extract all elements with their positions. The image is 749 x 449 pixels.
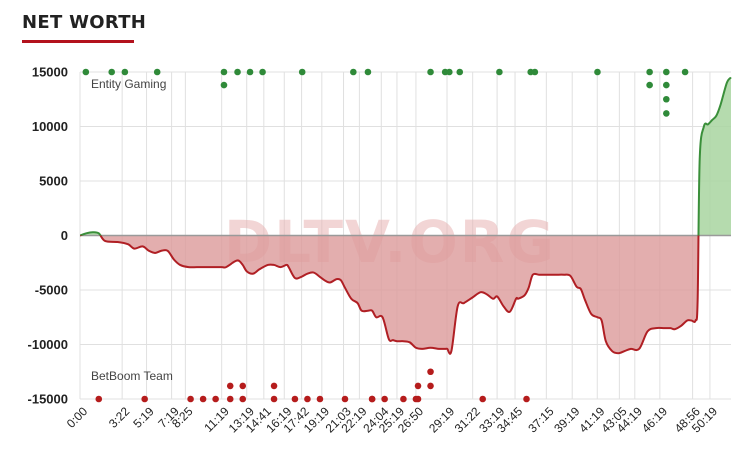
dire-event-dot bbox=[304, 395, 311, 403]
dire-event-dot bbox=[212, 395, 219, 403]
dire-event-dot bbox=[270, 382, 278, 390]
x-tick-label: 5:19 bbox=[130, 404, 157, 431]
dire-event-dot bbox=[239, 395, 247, 403]
y-tick-label: 0 bbox=[61, 228, 68, 243]
line-layer bbox=[80, 76, 732, 355]
dire-event-dot bbox=[479, 395, 487, 403]
radiant-event-dot bbox=[234, 68, 241, 76]
radiant-event-dot bbox=[663, 110, 670, 117]
radiant-event-dot bbox=[646, 81, 653, 89]
dire-event-dot bbox=[95, 395, 103, 403]
x-tick-label: 29:19 bbox=[426, 404, 457, 435]
dire-event-dot bbox=[523, 395, 530, 403]
dire-event-dot bbox=[270, 395, 278, 403]
radiant-event-dot bbox=[220, 81, 228, 89]
radiant-event-dot bbox=[681, 68, 689, 76]
dire-event-dot bbox=[400, 395, 407, 403]
radiant-event-dot bbox=[220, 68, 228, 76]
dire-event-dot bbox=[239, 382, 247, 390]
radiant-event-dot bbox=[427, 68, 434, 76]
x-tick-label: 37:15 bbox=[525, 404, 556, 435]
dire-event-dot bbox=[187, 395, 194, 403]
radiant-event-dot bbox=[531, 68, 539, 76]
y-tick-label: -15000 bbox=[28, 392, 68, 407]
dire-event-dot bbox=[226, 395, 234, 403]
dire-event-dot bbox=[291, 395, 299, 403]
x-axis-ticks: 0:00 3:225:197:198:25 11:1913:1914:4116:19… bbox=[64, 404, 721, 435]
dire-event-dot bbox=[427, 368, 434, 376]
dire-event-dot bbox=[316, 395, 324, 403]
event-dots bbox=[82, 68, 689, 403]
dire-team-label: BetBoom Team bbox=[91, 369, 173, 383]
radiant-event-dot bbox=[496, 68, 503, 76]
y-tick-label: -10000 bbox=[28, 337, 68, 352]
y-tick-label: -5000 bbox=[35, 283, 68, 298]
chart-title: NET WORTH bbox=[22, 12, 147, 33]
radiant-event-dot bbox=[350, 68, 357, 76]
x-tick-label: 46:19 bbox=[639, 404, 670, 435]
y-tick-label: 15000 bbox=[32, 65, 68, 80]
x-tick-label: 11:19 bbox=[201, 404, 232, 435]
x-tick-label: 39:19 bbox=[551, 404, 582, 435]
radiant-event-dot bbox=[646, 68, 653, 76]
radiant-event-dot bbox=[456, 68, 464, 76]
radiant-event-dot bbox=[663, 81, 670, 89]
radiant-event-dot bbox=[246, 68, 254, 76]
dire-event-dot bbox=[368, 395, 376, 403]
area-layer bbox=[80, 77, 731, 354]
dire-event-dot bbox=[427, 382, 434, 390]
negative-series-line bbox=[80, 235, 700, 355]
dire-event-dot bbox=[381, 395, 388, 403]
dire-event-dot bbox=[199, 395, 207, 403]
radiant-event-dot bbox=[663, 68, 670, 76]
negative-area bbox=[80, 235, 731, 354]
radiant-event-dot bbox=[121, 68, 129, 76]
x-tick-label: 0:00 bbox=[64, 404, 91, 431]
radiant-event-dot bbox=[446, 68, 453, 76]
radiant-event-dot bbox=[82, 68, 90, 76]
dire-event-dot bbox=[414, 395, 422, 403]
radiant-event-dot bbox=[259, 68, 266, 76]
dire-event-dot bbox=[341, 395, 349, 403]
radiant-event-dot bbox=[663, 95, 670, 103]
title-underline bbox=[22, 40, 134, 43]
y-tick-label: 10000 bbox=[32, 119, 68, 134]
dire-event-dot bbox=[141, 395, 148, 403]
radiant-event-dot bbox=[594, 68, 601, 76]
x-tick-label: 3:22 bbox=[106, 404, 133, 431]
radiant-team-label: Entity Gaming bbox=[91, 77, 166, 91]
radiant-event-dot bbox=[298, 68, 306, 76]
y-tick-label: 5000 bbox=[39, 174, 68, 189]
x-tick-label: 31:22 bbox=[452, 404, 483, 435]
radiant-event-dot bbox=[108, 68, 116, 76]
dire-event-dot bbox=[226, 382, 234, 390]
radiant-event-dot bbox=[364, 68, 372, 76]
radiant-event-dot bbox=[153, 68, 161, 76]
dire-event-dot bbox=[414, 382, 422, 390]
y-axis-ticks: 15000 10000 5000 0 -5000 -10000 -15000 bbox=[28, 65, 68, 407]
